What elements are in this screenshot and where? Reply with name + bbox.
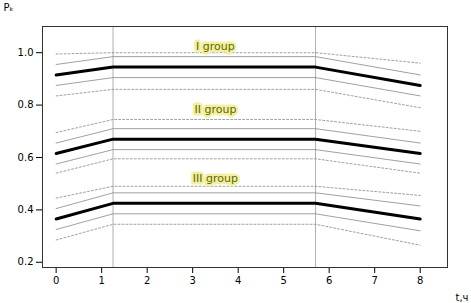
svg-text:I group: I group [196,40,235,53]
svg-text:6: 6 [326,275,332,286]
svg-text:3: 3 [189,275,195,286]
svg-text:0.2: 0.2 [18,256,34,267]
svg-text:0.8: 0.8 [18,99,34,110]
svg-text:7: 7 [372,275,378,286]
svg-text:II group: II group [194,103,236,116]
svg-text:0: 0 [53,275,59,286]
svg-text:2: 2 [144,275,150,286]
svg-text:t,ч: t,ч [455,292,468,303]
svg-text:III group: III group [193,172,238,185]
svg-text:5: 5 [280,275,286,286]
svg-text:1.0: 1.0 [18,47,34,58]
svg-text:0.4: 0.4 [18,204,34,215]
svg-text:8: 8 [417,275,423,286]
svg-text:Pₖ: Pₖ [4,2,14,13]
svg-text:4: 4 [235,275,241,286]
svg-text:0.6: 0.6 [18,152,34,163]
svg-text:1: 1 [98,275,104,286]
